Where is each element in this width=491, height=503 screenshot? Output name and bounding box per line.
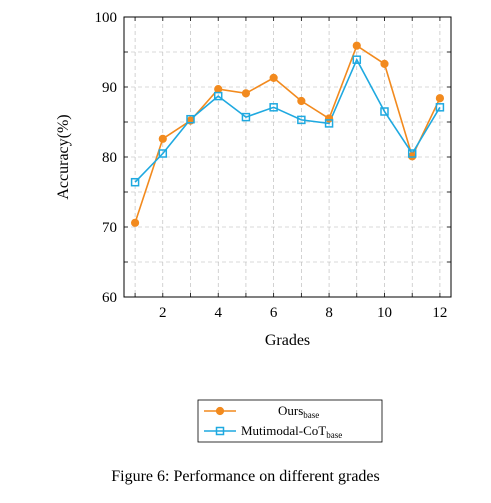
data-point-ours xyxy=(158,134,167,143)
data-point-ours xyxy=(214,85,223,94)
x-axis-label: Grades xyxy=(265,332,310,349)
data-point-ours xyxy=(324,114,334,123)
y-tick-label: 100 xyxy=(95,10,118,26)
y-tick-label: 90 xyxy=(102,80,117,96)
series-group xyxy=(130,41,445,227)
legend-ours-label: Oursbase xyxy=(278,403,319,420)
legend-ours-name: Ours xyxy=(278,403,303,418)
legend-mmcot-name: Mutimodal-CoT xyxy=(241,423,326,438)
data-point-ours xyxy=(352,41,361,50)
data-point-mmcot xyxy=(324,119,334,128)
figure-caption: Figure 6: Performance on different grade… xyxy=(111,468,380,485)
x-tick-label: 10 xyxy=(377,305,392,321)
data-point-ours xyxy=(241,89,251,98)
x-tick-label: 12 xyxy=(432,305,447,321)
data-point-ours xyxy=(297,96,306,106)
data-point-ours xyxy=(435,94,445,103)
line-chart: 2 4 6 8 10 12 60 70 80 90 100 Grades Accuracy(%) O… xyxy=(55,10,452,443)
x-tick-label: 6 xyxy=(270,305,278,321)
data-point-mmcot xyxy=(352,55,362,64)
axis-ticks: 2 4 6 8 10 12 60 70 80 90 100 xyxy=(95,10,451,321)
data-point-mmcot xyxy=(297,115,306,125)
legend-mmcot-marker xyxy=(215,426,225,436)
data-point-ours xyxy=(380,59,389,69)
data-point-mmcot xyxy=(380,107,389,116)
data-point-ours xyxy=(269,73,278,83)
legend-box xyxy=(197,399,383,443)
x-tick-label: 8 xyxy=(325,305,333,321)
series-line-ours xyxy=(134,44,441,224)
y-axis-label: Accuracy(%) xyxy=(55,114,72,199)
legend-ours-marker xyxy=(215,406,225,416)
grid xyxy=(124,16,451,298)
legend-ours-subscript: base xyxy=(303,410,319,420)
series-line-mmcot xyxy=(134,57,441,183)
y-tick-label: 70 xyxy=(102,220,117,236)
data-point-mmcot xyxy=(241,112,251,122)
x-tick-label: 4 xyxy=(214,305,222,321)
legend-mmcot-label: Mutimodal-CoTbase xyxy=(241,423,342,440)
data-point-mmcot xyxy=(269,103,278,112)
y-tick-label: 80 xyxy=(102,150,117,166)
legend-mmcot-subscript: base xyxy=(326,430,342,440)
data-point-mmcot xyxy=(407,149,417,158)
data-point-mmcot xyxy=(130,177,140,187)
data-point-mmcot xyxy=(435,103,445,112)
y-tick-label: 60 xyxy=(102,290,117,306)
data-point-mmcot xyxy=(158,149,168,158)
legend: Oursbase Mutimodal-CoTbase xyxy=(197,399,383,443)
x-tick-label: 2 xyxy=(159,305,167,321)
data-point-mmcot xyxy=(213,91,223,101)
data-point-mmcot xyxy=(186,114,195,124)
data-point-ours xyxy=(130,218,140,227)
